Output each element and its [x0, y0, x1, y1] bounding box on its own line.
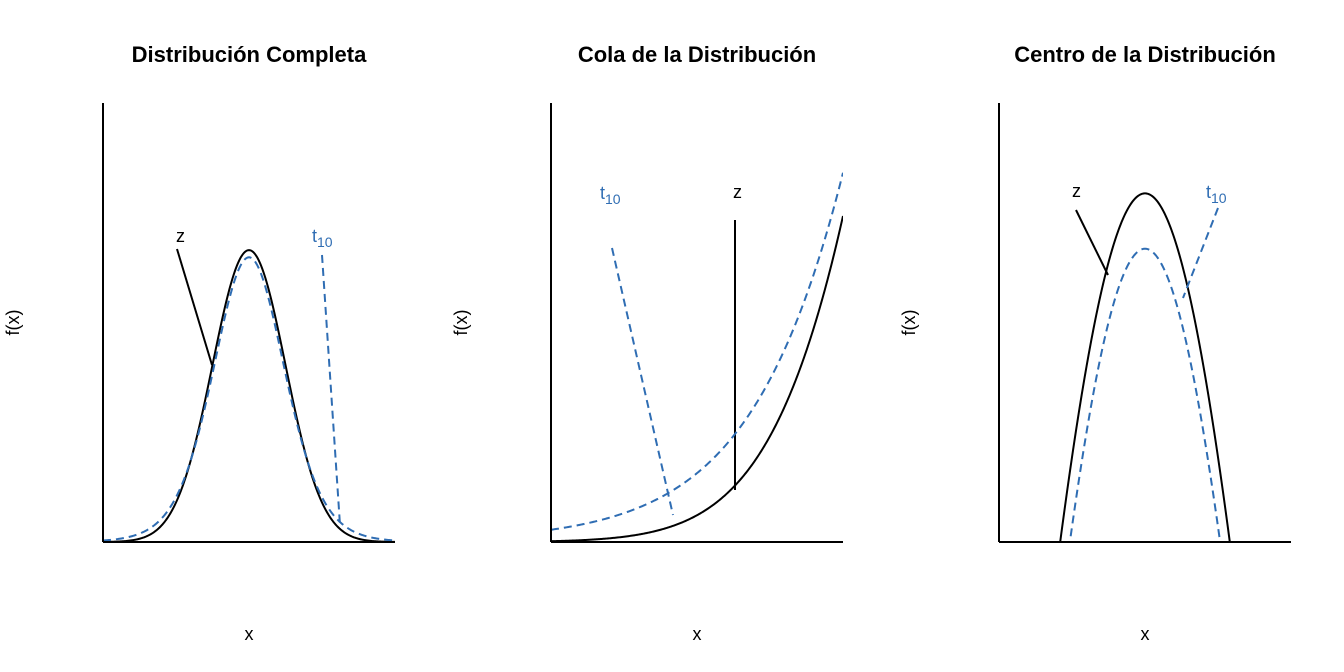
- x-axis-label: x: [1141, 624, 1150, 644]
- panel-title: Centro de la Distribución: [1014, 42, 1276, 67]
- series-label-t10: t10: [312, 226, 333, 250]
- annotation-leader-line: [611, 247, 674, 516]
- series-line-z: [1058, 192, 1232, 542]
- series-label-t10: t10: [600, 183, 621, 207]
- series-label-z: z: [1072, 181, 1081, 201]
- panel-3: Centro de la Distribución x f(x) z t10: [899, 42, 1291, 644]
- series-label-subscript: 10: [317, 234, 333, 250]
- y-axis-label: f(x): [451, 310, 471, 336]
- series-label-t10: t10: [1206, 182, 1227, 206]
- series-line-z: [551, 215, 843, 542]
- series-line-z: [103, 249, 395, 542]
- series-label-z: z: [733, 182, 742, 202]
- panel-title: Distribución Completa: [132, 42, 367, 67]
- series-label-subscript: 10: [1211, 190, 1227, 206]
- annotation-leader-line: [176, 248, 213, 366]
- series-line-t10: [103, 256, 395, 542]
- annotation-leader-line: [1075, 209, 1109, 276]
- annotation-leader-line: [321, 254, 341, 526]
- series-label-subscript: 10: [605, 191, 621, 207]
- series-line-t10: [551, 172, 843, 531]
- series-label-z: z: [176, 226, 185, 246]
- y-axis-label: f(x): [899, 310, 919, 336]
- y-axis-label: f(x): [3, 310, 23, 336]
- panel-title: Cola de la Distribución: [578, 42, 816, 67]
- x-axis-label: x: [245, 624, 254, 644]
- series-line-t10: [1068, 247, 1222, 542]
- panel-2: Cola de la Distribución x f(x) z t10: [451, 42, 843, 644]
- panel-1: Distribución Completa x f(x) z t10: [3, 42, 395, 644]
- annotation-leader-line: [1182, 207, 1219, 299]
- x-axis-label: x: [693, 624, 702, 644]
